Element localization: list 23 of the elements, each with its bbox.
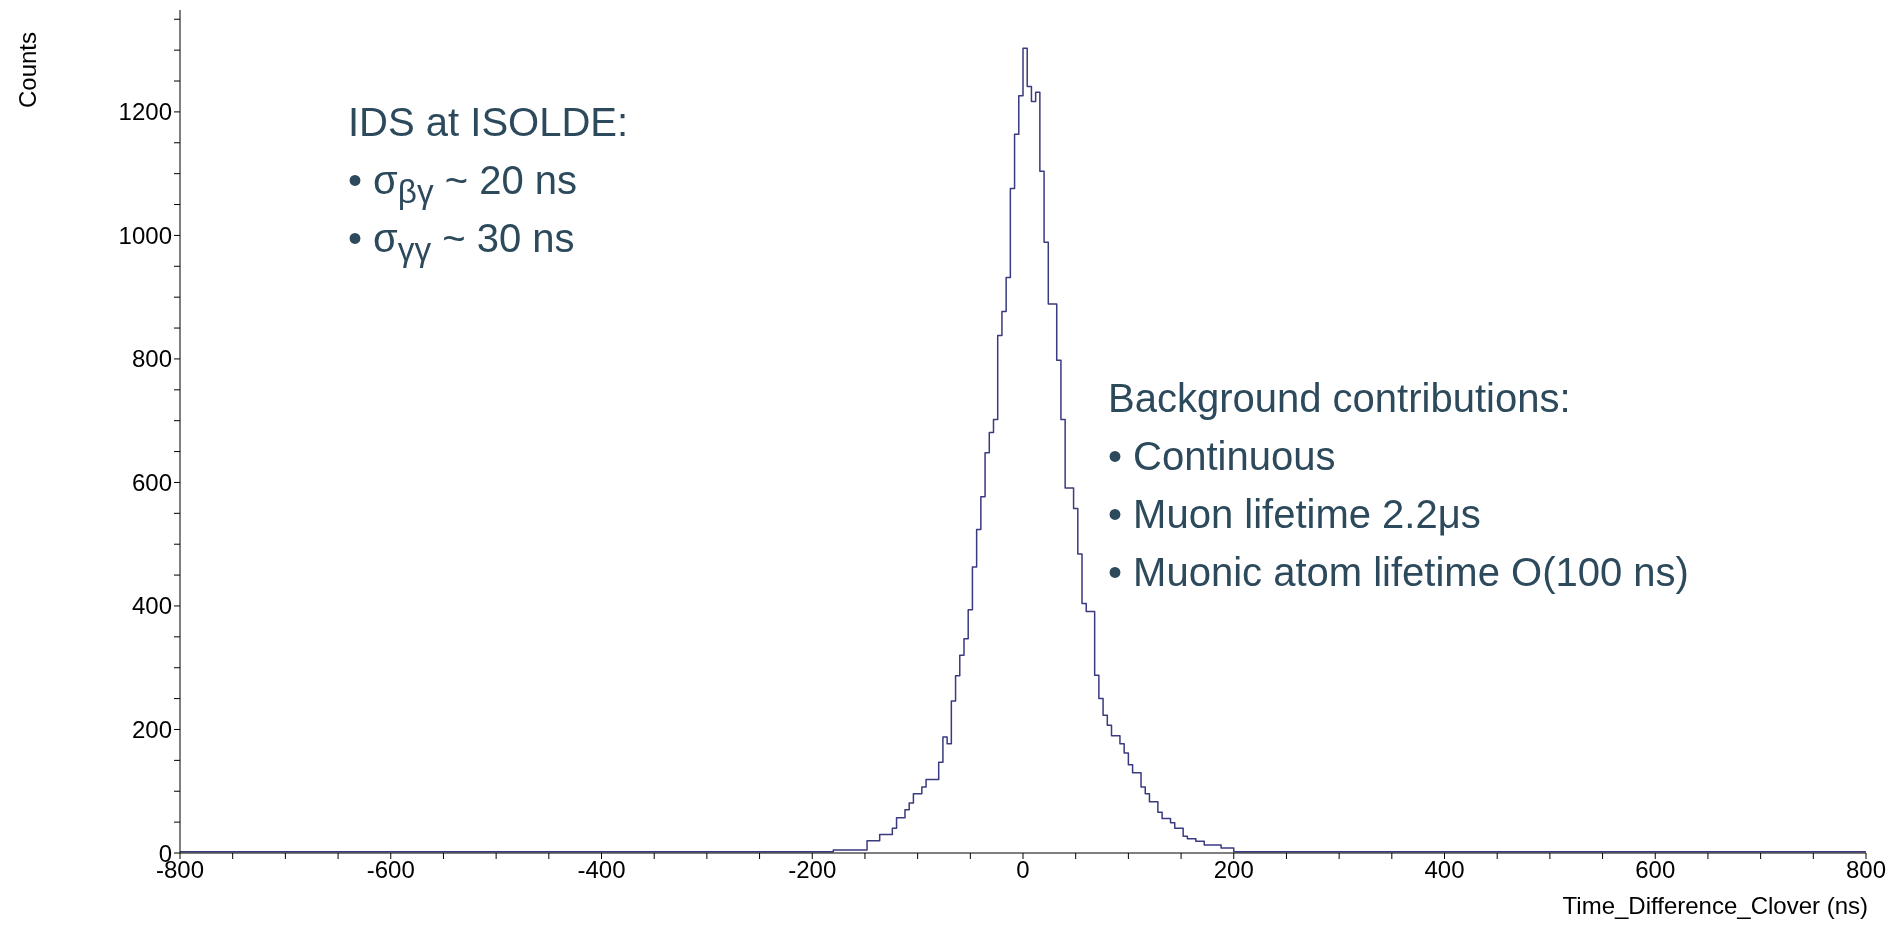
annotation: • Muon lifetime 2.2μs [1108, 492, 1481, 537]
annotation: • Continuous [1108, 434, 1336, 479]
x-tick-label: 600 [1635, 856, 1676, 884]
annotation: • Muonic atom lifetime O(100 ns) [1108, 550, 1689, 595]
annotation: Background contributions: [1108, 376, 1571, 421]
y-tick-label: 1000 [118, 221, 172, 249]
annotation: • σ$_{γγ}$ ~ 30 ns [348, 216, 575, 269]
y-tick-label: 600 [131, 468, 172, 496]
x-tick-label: 400 [1424, 856, 1465, 884]
y-tick-label: 200 [131, 716, 172, 743]
x-tick-label: -200 [788, 856, 837, 884]
x-tick-label: -400 [577, 856, 626, 884]
x-axis-title: Time_Difference_Clover (ns) [1562, 892, 1868, 920]
x-tick-label: -600 [366, 856, 415, 884]
y-tick-label: 400 [131, 592, 172, 620]
y-tick-label: 1200 [118, 98, 172, 126]
annotation: • σ$_{βγ}$ ~ 20 ns [348, 158, 578, 211]
annotation: IDS at ISOLDE: [348, 100, 629, 145]
y-tick-label: 800 [131, 345, 172, 373]
x-tick-label: 0 [1016, 856, 1030, 884]
x-tick-label: 800 [1845, 856, 1887, 884]
y-axis-title: Counts [14, 31, 42, 108]
x-tick-label: 200 [1213, 856, 1254, 884]
